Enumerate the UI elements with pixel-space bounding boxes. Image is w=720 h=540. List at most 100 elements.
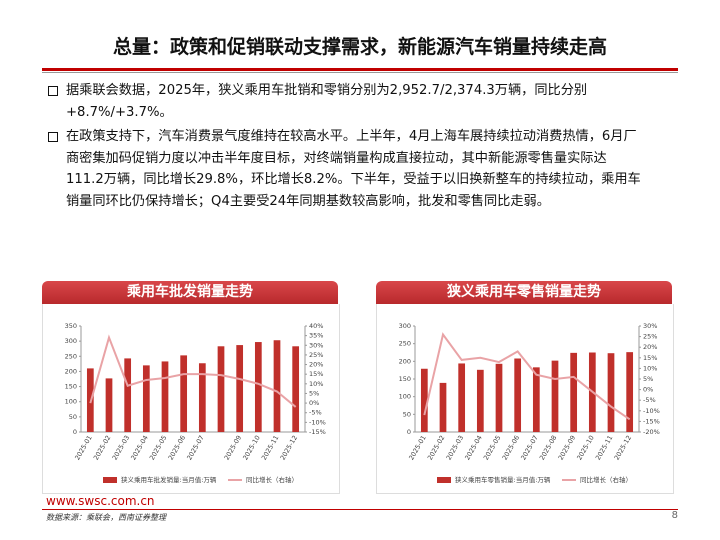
x-tick-label: 2025-08: [538, 434, 559, 462]
bar: [142, 365, 150, 432]
x-tick-label: 2025-01: [407, 434, 428, 462]
x-tick-label: 2025-06: [501, 434, 522, 462]
bar: [495, 363, 503, 432]
chart-title: 乘用车批发销量走势: [42, 281, 338, 304]
y2-tick-label: 0%: [643, 386, 653, 394]
y2-tick-label: 10%: [643, 364, 657, 372]
x-tick-label: 2025-03: [445, 434, 466, 462]
y-tick-label: 250: [399, 340, 411, 348]
y-tick-label: 150: [399, 375, 411, 383]
y2-tick-label: 5%: [309, 389, 319, 397]
x-tick-label: 2025-01: [73, 434, 94, 462]
y2-tick-label: -15%: [643, 417, 660, 425]
x-tick-label: 2025-10: [575, 434, 596, 462]
x-tick-label: 2025-04: [463, 434, 484, 462]
y2-tick-label: 40%: [309, 322, 323, 330]
y-tick-label: 200: [65, 367, 77, 375]
bullet-line: 111.2万辆，同比增长29.8%，环比增长8.2%。下半年，受益于以旧换新整车…: [66, 172, 641, 187]
y-tick-label: 300: [399, 322, 411, 330]
line: [89, 334, 297, 408]
bar: [124, 358, 132, 432]
bullet: 据乘联会数据，2025年，狭义乘用车批销和零销分别为2,952.7/2,374.…: [46, 80, 686, 123]
x-tick-label: 2025-11: [594, 434, 615, 462]
chart: 0 50 100 150 200 250 300 -20% -15% -10% -5% 0% 5% 10%…: [376, 304, 674, 494]
y-tick-label: 50: [403, 410, 411, 418]
y2-tick-label: 20%: [309, 361, 323, 369]
y2-tick-label: 25%: [643, 333, 657, 341]
y-tick-label: 250: [65, 352, 77, 360]
bar: [458, 363, 466, 432]
line: [423, 332, 631, 421]
legend-label: 狭义乘用车零售销量:当月值:万辆: [455, 475, 551, 484]
x-tick-label: 2025-09: [557, 434, 578, 462]
y2-tick-label: 20%: [643, 343, 657, 351]
y2-tick-label: 25%: [309, 351, 323, 359]
bullet-line: 据乘联会数据，2025年，狭义乘用车批销和零销分别为2,952.7/2,374.…: [66, 83, 588, 98]
y2-tick-label: 15%: [643, 354, 657, 362]
bullets: 据乘联会数据，2025年，狭义乘用车批销和零销分别为2,952.7/2,374.…: [46, 80, 686, 215]
y-tick-label: 200: [399, 357, 411, 365]
x-tick-label: 2025-07: [519, 434, 540, 462]
y-tick-label: 50: [69, 413, 77, 421]
x-tick-label: 2025-09: [223, 434, 244, 462]
y2-tick-label: -10%: [643, 407, 660, 415]
chart: 0 50 100 150 200 250 300 350 -15% -10%-5% 0% 5%10% 1…: [42, 304, 340, 494]
y2-tick-label: 10%: [309, 380, 323, 388]
bullet-line: +8.7%/+3.7%。: [66, 104, 173, 120]
y2-tick-label: 5%: [643, 375, 653, 383]
x-tick-label: 2025-07: [185, 434, 206, 462]
bullet: 在政策支持下，汽车消费景气度维持在较高水平。上半年，4月上海车展持续拉动消费热情…: [46, 126, 686, 212]
rule: [42, 68, 678, 71]
x-tick-label: 2025-04: [129, 434, 150, 462]
y-tick-label: 0: [73, 428, 77, 436]
title: 总量：政策和促销联动支撑需求，新能源汽车销量持续走高: [112, 36, 607, 58]
legend-label: 狭义乘用车批发销量:当月值:万辆: [121, 475, 217, 484]
legend-swatch: [103, 477, 117, 483]
x-tick-label: 2025-11: [260, 434, 281, 462]
y2-tick-label: -20%: [643, 428, 660, 436]
y2-tick-label: 0%: [309, 399, 319, 407]
rule: [42, 72, 678, 73]
chart-panel: 狭义乘用车零售销量走势 0 50 100 150 200 250 300 -20% -15% -10…: [376, 281, 674, 494]
y2-tick-label: -10%: [309, 418, 326, 426]
bar: [273, 340, 281, 432]
x-tick-label: 2025-02: [92, 434, 113, 462]
y-tick-label: 0: [407, 428, 411, 436]
bullet-line: 销量同环比仍保持增长；Q4主要受24年同期基数较高影响，批发和零售同比走弱。: [66, 193, 550, 209]
y2-tick-label: -15%: [309, 428, 326, 436]
y-tick-label: 150: [65, 383, 77, 391]
bar: [198, 363, 206, 432]
rule: [42, 509, 678, 510]
bar: [476, 369, 484, 432]
bar: [292, 346, 300, 432]
y2-tick-label: 30%: [309, 341, 323, 349]
x-tick-label: 2025-05: [148, 434, 169, 462]
bar: [607, 353, 615, 432]
bar: [180, 355, 188, 432]
x-tick-label: 2025-03: [111, 434, 132, 462]
y2-tick-label: 30%: [643, 322, 657, 330]
bar: [514, 358, 522, 432]
bar: [420, 368, 428, 432]
bar: [439, 382, 447, 432]
y2-tick-label: 35%: [309, 332, 323, 340]
x-tick-label: 2025-06: [167, 434, 188, 462]
bullet-line: 在政策支持下，汽车消费景气度维持在较高水平。上半年，4月上海车展持续拉动消费热情…: [66, 129, 637, 144]
x-tick-label: 2025-10: [241, 434, 262, 462]
page-number: 8: [671, 510, 678, 521]
bar: [105, 378, 113, 432]
x-tick-label: 2025-12: [613, 434, 634, 462]
source: 数据来源：乘联会，西南证券整理: [46, 513, 166, 522]
chart-panel: 乘用车批发销量走势 0 50 100 150 200 250 300 350 -15% -10% -5…: [42, 281, 340, 494]
y-tick-label: 100: [399, 393, 411, 401]
bar: [217, 346, 225, 432]
y2-tick-label: 15%: [309, 370, 323, 378]
site: www.swsc.com.cn: [46, 494, 155, 508]
bullet-line: 商密集加码促销力度以冲击半年度目标，对终端销量构成直接拉动，其中新能源零售量实际…: [66, 150, 607, 166]
x-tick-label: 2025-02: [426, 434, 447, 462]
legend-label: 同比增长（右轴）: [246, 475, 298, 484]
y2-tick-label: -5%: [309, 409, 322, 417]
bar: [254, 342, 262, 432]
bar: [161, 361, 169, 432]
